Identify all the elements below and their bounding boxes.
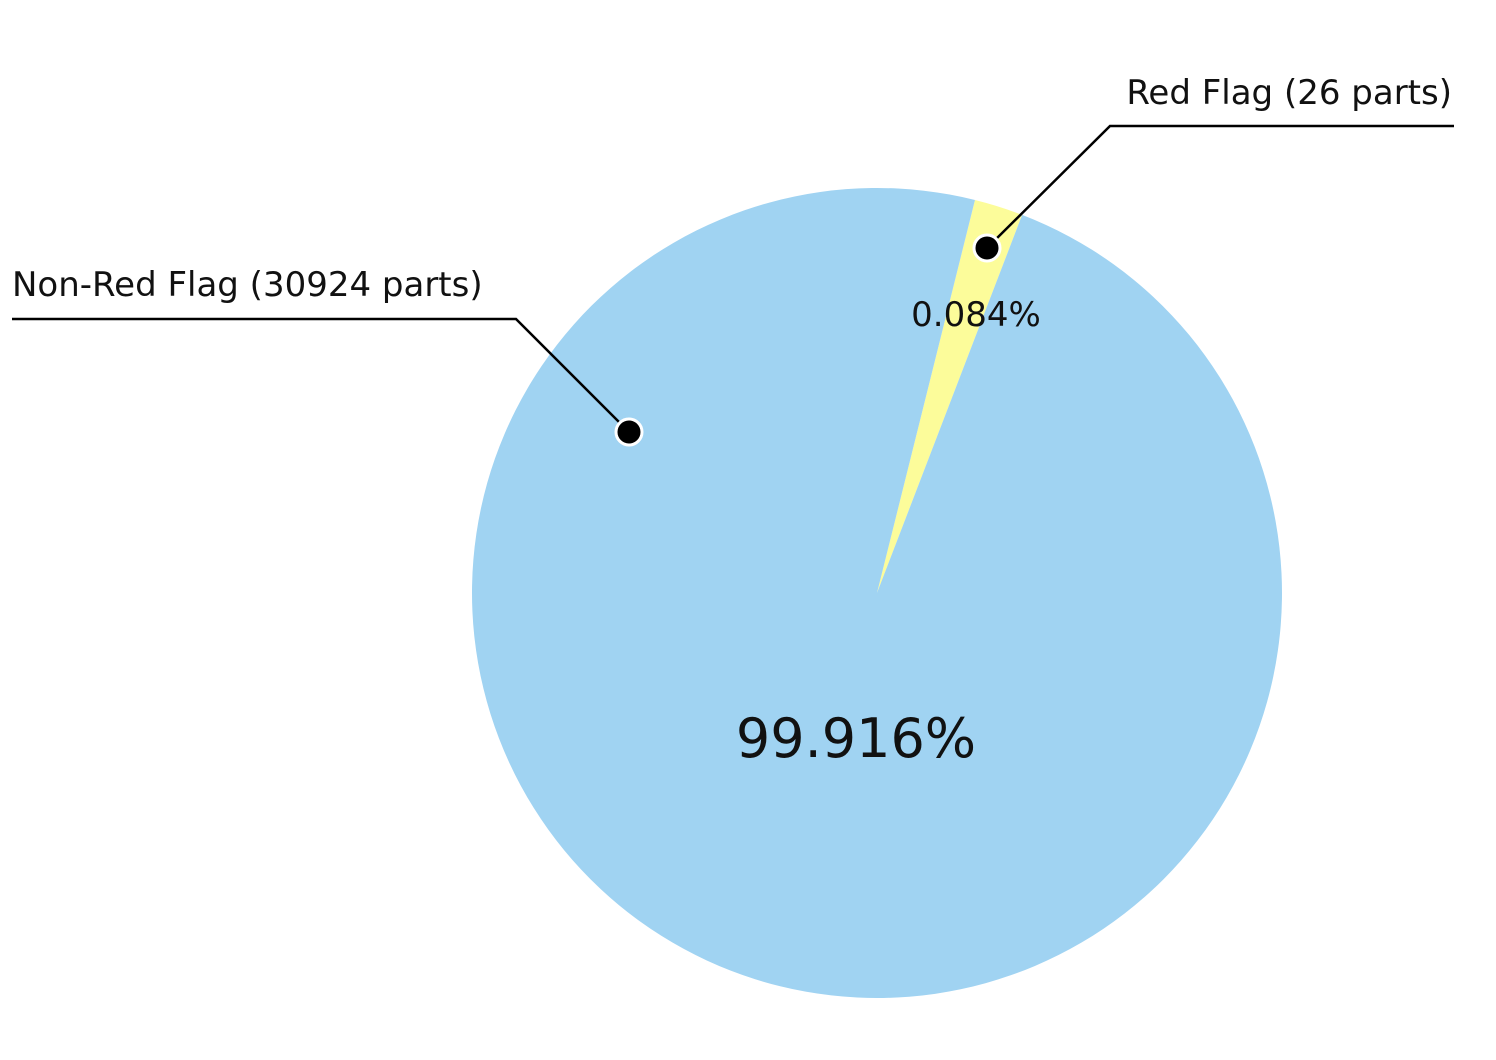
leader-line-non-red-flag [12,317,630,433]
percent-label-non-red-flag: 99.916% [736,707,976,770]
callout-label-non-red-flag: Non-Red Flag (30924 parts) [12,265,483,305]
pie-slice-non-red-flag [471,187,1282,998]
callout-non-red-flag: Non-Red Flag (30924 parts) [12,265,644,447]
anchor-dot-red-flag [972,233,1002,263]
percent-label-red-flag: 0.084% [911,295,1041,335]
anchor-dot-non-red-flag [614,417,644,447]
pie-slice-red-flag [877,200,1023,593]
pie-slices [471,187,1282,998]
callout-label-red-flag: Red Flag (26 parts) [1126,73,1452,113]
leader-line-red-flag [986,124,1454,249]
callout-red-flag: Red Flag (26 parts) [972,73,1454,263]
